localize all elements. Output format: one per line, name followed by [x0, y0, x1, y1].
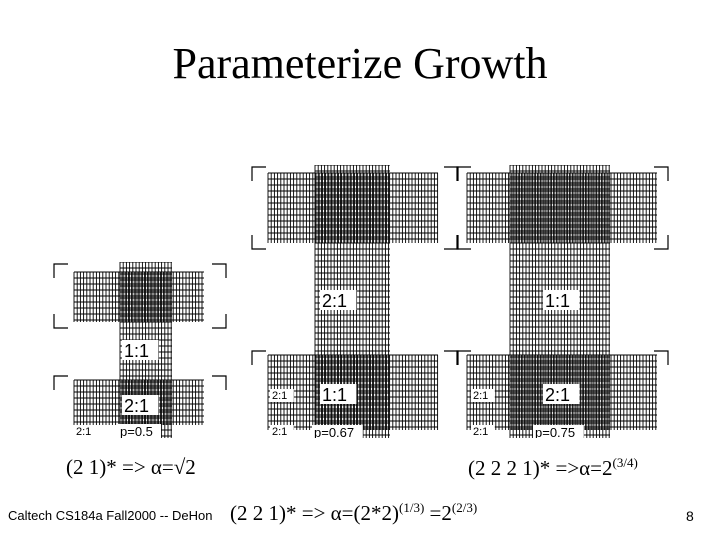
- label-background: [543, 384, 580, 404]
- corner-bracket: [212, 375, 227, 390]
- diagram-label-mid: 1:1: [124, 341, 149, 361]
- diagram-label-left-low: 2:1: [473, 426, 488, 438]
- caption-left: (2 1)* => α=√2: [66, 455, 196, 479]
- corner-bracket: [456, 235, 471, 250]
- fat-tree-diagram-2: 2:1 1:1 2:1 2:1 p=0.67: [251, 165, 459, 438]
- slide-title: Parameterize Growth: [172, 39, 548, 88]
- corner-bracket: [53, 375, 68, 390]
- fat-tree-diagram-1: 1:1 2:1 2:1 p=0.5: [53, 262, 227, 438]
- page-number: 8: [686, 508, 694, 524]
- diagram-label-top: 2:1: [322, 291, 347, 311]
- label-background: [118, 424, 161, 438]
- label-background: [270, 425, 294, 438]
- label-background: [320, 384, 357, 404]
- label-background: [533, 425, 584, 438]
- corner-bracket: [456, 350, 471, 365]
- diagram-label-left-low: 2:1: [76, 426, 91, 438]
- diagram-label-left-mid: 2:1: [272, 390, 287, 402]
- corner-bracket: [456, 166, 471, 181]
- diagram-label-left-mid: 2:1: [473, 390, 488, 402]
- diagram-label-low: 2:1: [545, 385, 570, 405]
- corner-bracket: [654, 350, 669, 365]
- label-background: [543, 290, 580, 310]
- caption-right: (2 2 2 1)* =>α=2(3/4): [468, 455, 638, 480]
- label-background: [122, 395, 159, 415]
- upper-switch-grid: [466, 172, 657, 243]
- label-background: [320, 290, 357, 310]
- diagram-label-top: 1:1: [545, 291, 570, 311]
- corner-bracket: [53, 314, 68, 329]
- label-background: [74, 425, 98, 438]
- fat-tree-diagram-3: 1:1 2:1 2:1 2:1 p=0.75: [456, 165, 669, 438]
- diagram-label-low: 1:1: [322, 385, 347, 405]
- footer-credit: Caltech CS184a Fall2000 -- DeHon: [8, 508, 213, 523]
- diagram-label-left-low: 2:1: [272, 426, 287, 438]
- corner-bracket: [212, 263, 227, 278]
- label-background: [471, 389, 495, 402]
- label-background: [312, 425, 363, 438]
- corner-bracket: [251, 166, 266, 181]
- label-background: [270, 389, 294, 402]
- corner-bracket: [251, 235, 266, 250]
- caption-middle: (2 2 1)* => α=(2*2)(1/3) =2(2/3): [230, 500, 478, 525]
- label-background: [122, 340, 159, 360]
- diagram-label-p: p=0.75: [535, 425, 575, 438]
- diagram-label-p: p=0.5: [120, 424, 153, 438]
- diagram-label-p: p=0.67: [314, 425, 354, 438]
- corner-bracket: [251, 350, 266, 365]
- diagram-label-low: 2:1: [124, 396, 149, 416]
- label-background: [471, 425, 495, 438]
- corner-bracket: [654, 235, 669, 250]
- corner-bracket: [53, 263, 68, 278]
- corner-bracket: [654, 166, 669, 181]
- corner-bracket: [212, 314, 227, 329]
